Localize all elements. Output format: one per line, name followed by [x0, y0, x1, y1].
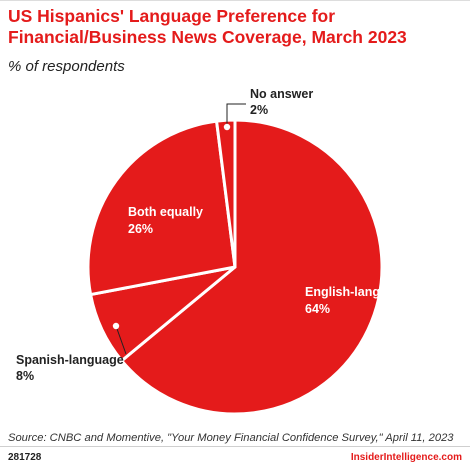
- slice-value-english-language: 64%: [305, 302, 330, 316]
- slice-value-both-equally: 26%: [128, 222, 153, 236]
- chart-subtitle: % of respondents: [8, 58, 125, 75]
- slice-label-english-language: English-language: [305, 285, 409, 299]
- pie-slice-english-language: [120, 118, 384, 416]
- leader-line-no-answer: [226, 103, 246, 127]
- pie-slice-both-equally: [86, 119, 237, 297]
- source-note: Source: CNBC and Momentive, "Your Money …: [8, 432, 454, 444]
- leader-dot-no-answer: [223, 123, 231, 131]
- brand-name: InsiderIntelligence.com: [350, 452, 462, 463]
- pie-labels: English-language 64% Spanish-language 8% Bot…: [16, 87, 409, 383]
- slice-label-spanish-language: Spanish-language: [16, 353, 124, 367]
- slice-label-both-equally: Both equally: [128, 205, 203, 219]
- slice-value-spanish-language: 8%: [16, 369, 34, 383]
- chart-id: 281728: [8, 452, 42, 463]
- slice-value-no-answer: 2%: [250, 103, 268, 117]
- leader-line-spanish-language: [115, 325, 127, 355]
- top-rule: [0, 0, 470, 1]
- slice-label-no-answer: No answer: [250, 87, 313, 101]
- pie-slices: [86, 118, 384, 416]
- footer-divider: [0, 446, 470, 447]
- chart-title: US Hispanics' Language Preference for Fi…: [8, 6, 407, 47]
- pie-slice-no-answer: [215, 118, 237, 269]
- leader-dot-spanish-language: [112, 322, 120, 330]
